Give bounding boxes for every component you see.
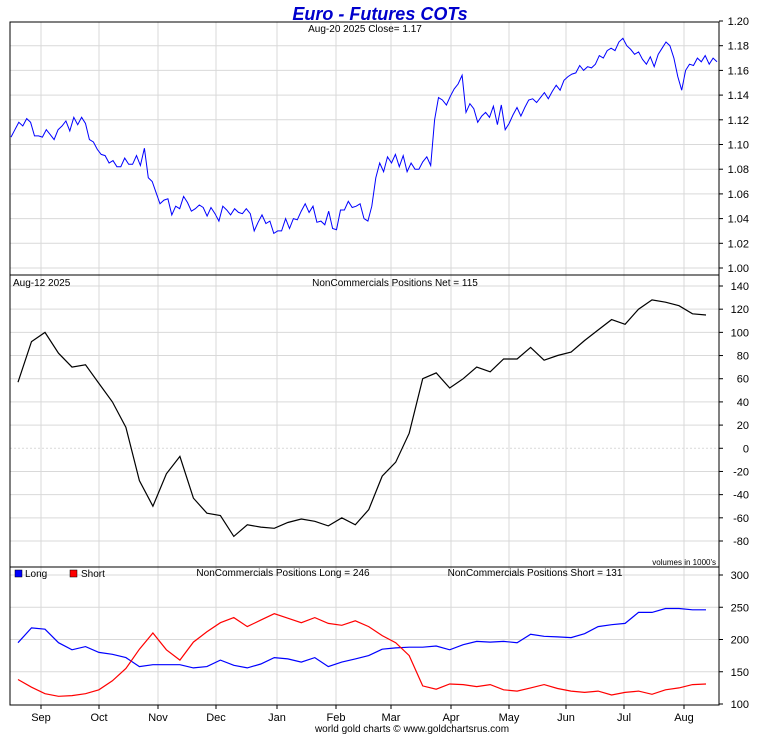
long-short-tick-label: 300 <box>731 570 749 582</box>
price-tick-label: 1.20 <box>728 16 749 28</box>
chart-title: Euro - Futures COTs <box>292 4 467 24</box>
month-label: Mar <box>382 712 401 724</box>
price-tick-label: 1.00 <box>728 263 749 275</box>
price-series-line <box>10 37 718 235</box>
legend-long-label: Long <box>25 569 47 580</box>
month-label: Apr <box>442 712 459 724</box>
price-tick-label: 1.16 <box>728 65 749 77</box>
net-positions-panel: 140 120 100 80 60 40 20 0 -20 -40 -60 -80 Aug-12 20… <box>9 274 749 568</box>
long-short-series <box>17 607 707 697</box>
price-y-axis: 1.00 1.02 1.04 1.06 1.08 1.10 1.12 1.14 1.16 1.18… <box>719 16 749 275</box>
legend-long-swatch <box>14 569 23 578</box>
price-tick-label: 1.02 <box>728 238 749 250</box>
net-title: NonCommercials Positions Net = 115 <box>312 278 478 289</box>
long-short-tick-label: 250 <box>731 602 749 614</box>
price-tick-label: 1.12 <box>728 115 749 127</box>
net-tick-label: -40 <box>733 490 749 502</box>
month-label: Dec <box>206 712 226 724</box>
long-short-series-line-long <box>17 607 706 669</box>
net-tick-label: 100 <box>731 327 749 339</box>
price-subtitle: Aug-20 2025 Close= 1.17 <box>308 24 422 35</box>
net-tick-label: 80 <box>737 351 749 363</box>
price-tick-label: 1.04 <box>728 214 749 226</box>
net-y-axis: 140 120 100 80 60 40 20 0 -20 -40 -60 -80 <box>719 281 749 548</box>
long-short-tick-label: 200 <box>731 635 749 647</box>
net-tick-label: 60 <box>737 374 749 386</box>
net-date-label: Aug-12 2025 <box>13 278 71 289</box>
net-gridlines <box>10 275 719 567</box>
month-label: Nov <box>148 712 168 724</box>
short-title: NonCommercials Positions Short = 131 <box>448 568 623 579</box>
long-short-panel: 300 250 200 150 100 Long Short NonCommercial… <box>9 566 749 711</box>
net-tick-label: 0 <box>743 443 749 455</box>
net-tick-label: 40 <box>737 397 749 409</box>
price-gridlines <box>10 22 719 275</box>
month-label: Jul <box>617 712 631 724</box>
legend-short-label: Short <box>81 569 105 580</box>
footer-credit: world gold charts © www.goldchartsrus.co… <box>314 724 509 735</box>
net-panel-background <box>10 275 719 567</box>
long-short-tick-label: 150 <box>731 667 749 679</box>
month-label: Jan <box>268 712 286 724</box>
net-tick-label: 20 <box>737 420 749 432</box>
legend-short-swatch <box>69 569 78 578</box>
long-title: NonCommercials Positions Long = 246 <box>196 568 370 579</box>
month-label: Aug <box>674 712 694 724</box>
price-panel-background <box>10 22 719 275</box>
net-tick-label: 120 <box>731 304 749 316</box>
price-panel: 1.00 1.02 1.04 1.06 1.08 1.10 1.12 1.14 1.16 1.18… <box>9 16 749 276</box>
long-short-tick-label: 100 <box>731 699 749 711</box>
volumes-note: volumes in 1000's <box>652 558 716 567</box>
price-tick-label: 1.18 <box>728 41 749 53</box>
month-label: Feb <box>327 712 346 724</box>
month-axis: Sep Oct Nov Dec Jan Feb Mar Apr May Jun Jul Aug <box>31 705 694 724</box>
net-tick-label: -60 <box>733 513 749 525</box>
net-tick-label: -20 <box>733 466 749 478</box>
price-tick-label: 1.06 <box>728 189 749 201</box>
month-label: Jun <box>557 712 575 724</box>
month-label: Sep <box>31 712 51 724</box>
legend: Long Short <box>14 569 105 580</box>
net-series <box>17 299 707 538</box>
price-tick-label: 1.14 <box>728 90 749 102</box>
month-label: May <box>499 712 520 724</box>
price-tick-label: 1.08 <box>728 164 749 176</box>
price-tick-label: 1.10 <box>728 140 749 152</box>
long-short-y-axis: 300 250 200 150 100 <box>719 570 749 711</box>
net-tick-label: 140 <box>731 281 749 293</box>
net-series-line <box>17 299 707 538</box>
net-tick-label: -80 <box>733 536 749 548</box>
long-short-gridlines <box>10 567 719 705</box>
long-short-panel-frame <box>9 566 720 706</box>
price-series <box>10 37 718 235</box>
month-label: Oct <box>90 712 107 724</box>
long-short-panel-background <box>10 567 719 705</box>
long-short-series-line-short <box>17 613 707 697</box>
